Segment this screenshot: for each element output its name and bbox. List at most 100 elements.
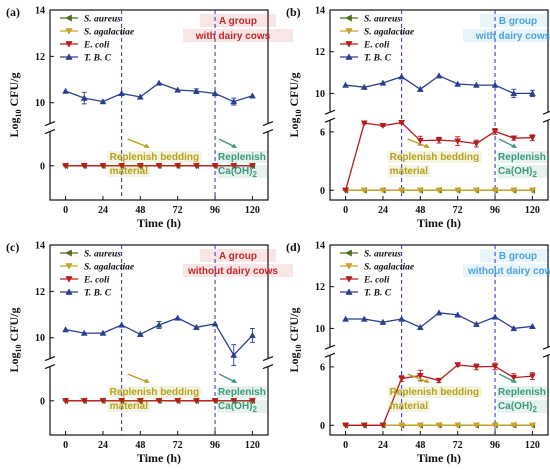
- y-axis-label: Log10 CFU/g: [7, 307, 23, 372]
- data-point: [529, 89, 536, 97]
- data-point: [360, 187, 368, 194]
- data-point: [342, 187, 349, 194]
- data-point: [155, 79, 163, 86]
- data-point: [155, 398, 163, 405]
- x-tick-label: 72: [173, 440, 183, 451]
- data-point: [136, 163, 144, 170]
- title-highlight: [200, 249, 276, 262]
- data-point: [435, 187, 443, 194]
- axis-break-gap: [264, 358, 272, 367]
- annotation-arrowhead: [511, 378, 518, 383]
- data-point: [211, 89, 219, 97]
- data-point: [192, 323, 200, 330]
- chart-panel: 0 6 10 12 14 0 24 48 72 96 120 Time (h) Log10 CFU/g (…: [286, 240, 550, 465]
- legend-label: T. B. C: [84, 289, 112, 299]
- data-point: [65, 249, 72, 257]
- annotation-highlight: [497, 165, 548, 178]
- x-tick-label: 48: [135, 440, 145, 451]
- data-point: [529, 373, 536, 380]
- annotation-lime: Replenish: [218, 387, 266, 398]
- data-point: [65, 41, 73, 48]
- data-point: [529, 187, 536, 194]
- x-tick-label: 24: [378, 205, 388, 216]
- data-point: [510, 324, 518, 332]
- data-point: [80, 163, 88, 170]
- data-point: [155, 321, 163, 328]
- x-tick-label: 24: [98, 205, 108, 216]
- data-point: [435, 377, 443, 385]
- data-point: [360, 422, 368, 429]
- chart-panel: 0 10 12 14 0 24 48 72 96 120 Time (h) Log10 CFU/g (c…: [6, 240, 293, 465]
- data-point: [379, 422, 387, 429]
- series-line: [345, 74, 533, 95]
- panel-label: (b): [286, 5, 301, 19]
- data-point: [398, 375, 406, 383]
- y-tick-label: 10: [315, 324, 325, 335]
- data-point: [342, 422, 349, 429]
- data-point: [529, 322, 536, 329]
- axis-break-gap: [326, 112, 334, 121]
- data-point: [230, 351, 238, 358]
- data-point: [345, 28, 353, 35]
- axis-break-mark: [44, 364, 56, 370]
- data-point: [99, 329, 107, 336]
- data-point: [80, 329, 88, 336]
- data-point: [65, 276, 73, 283]
- y-axis-label: Log10 CFU/g: [287, 307, 303, 372]
- annotation-arrowhead: [231, 143, 238, 148]
- data-point: [99, 98, 107, 105]
- axis-break-mark: [542, 110, 550, 115]
- annotation-lime: Replenish: [498, 387, 546, 398]
- data-point: [192, 87, 200, 94]
- annotation-highlight: [387, 400, 430, 412]
- legend-label: S. aureus: [364, 250, 401, 260]
- annotation-highlight: [217, 400, 268, 413]
- group-subtitle: with dairy cows: [195, 31, 271, 42]
- annotation-lime-formula: Ca(OH)2: [218, 401, 257, 414]
- y-tick-label: 0: [40, 161, 45, 172]
- data-point: [65, 28, 73, 35]
- subtitle-highlight: [463, 264, 550, 277]
- y-axis-label: Log10 CFU/g: [7, 72, 23, 137]
- axis-break-mark: [324, 344, 336, 350]
- y-tick-label: 14: [315, 6, 325, 17]
- x-tick-label: 120: [525, 440, 540, 451]
- data-point: [65, 53, 73, 60]
- axis-break-mark: [44, 129, 56, 135]
- data-point: [136, 398, 144, 405]
- data-point: [472, 140, 480, 148]
- data-point: [249, 92, 256, 99]
- data-point: [345, 41, 353, 48]
- legend-label: S. aureus: [84, 250, 121, 260]
- data-point: [62, 87, 69, 94]
- data-point: [454, 311, 462, 318]
- group-title: B group: [499, 251, 537, 262]
- data-point: [230, 398, 238, 405]
- subtitle-highlight: [463, 29, 550, 42]
- panel-label: (d): [286, 240, 301, 254]
- data-point: [435, 309, 443, 316]
- x-tick-label: 96: [210, 440, 220, 451]
- series-line: [65, 82, 253, 103]
- annotation-bedding-2: material: [390, 166, 429, 177]
- title-highlight: [480, 249, 550, 262]
- axis-break-gap: [544, 112, 550, 121]
- data-point: [342, 81, 349, 88]
- data-point: [65, 263, 73, 270]
- data-point: [435, 137, 443, 144]
- annotation-highlight: [107, 151, 202, 163]
- annotation-highlight: [107, 165, 150, 177]
- axis-break-mark: [262, 364, 274, 370]
- annotation-lime: Replenish: [218, 152, 266, 163]
- legend-label: S. agalactiae: [364, 28, 415, 38]
- x-tick-label: 72: [453, 205, 463, 216]
- data-point: [510, 422, 518, 429]
- annotation-arrow: [498, 373, 516, 383]
- data-point: [360, 120, 368, 127]
- y-tick-label: 14: [315, 241, 325, 252]
- annotation-arrowhead: [143, 143, 150, 148]
- data-point: [118, 321, 126, 328]
- x-tick-label: 0: [343, 440, 348, 451]
- data-point: [416, 422, 424, 429]
- data-point: [249, 331, 256, 339]
